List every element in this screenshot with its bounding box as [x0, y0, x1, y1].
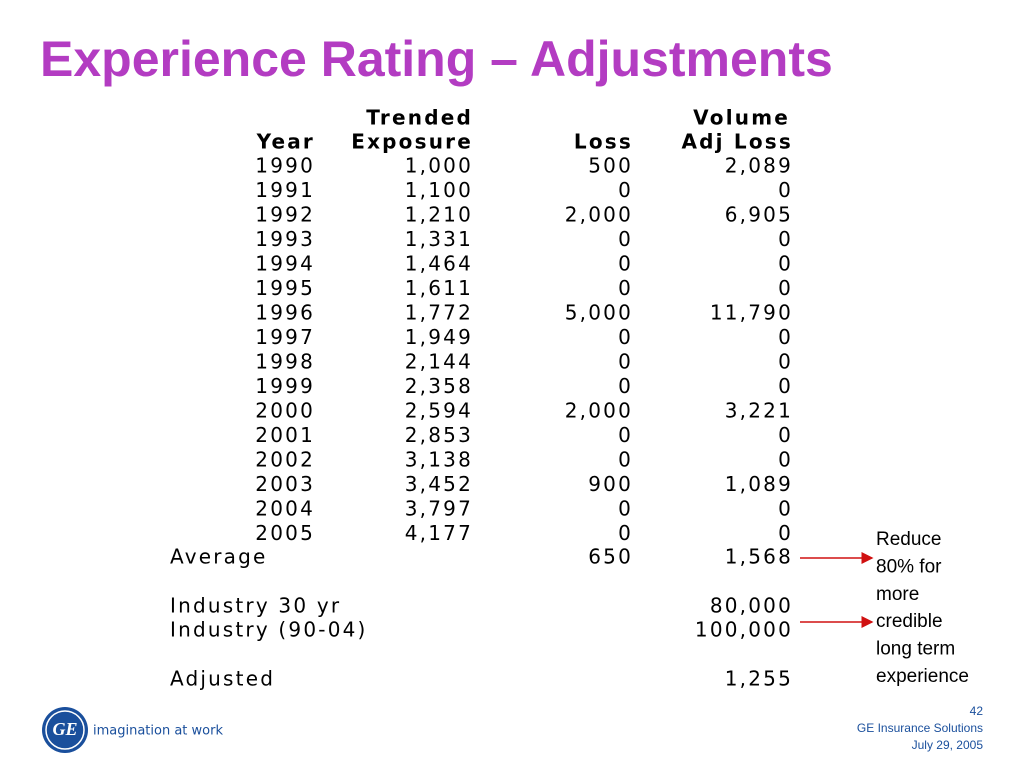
header-cell: Exposure	[351, 130, 473, 154]
table-cell: 0	[778, 252, 793, 276]
note-line: experience	[876, 666, 969, 687]
table-cell: 1996	[255, 301, 315, 325]
summary-cell: 80,000	[710, 594, 793, 618]
table-cell: 0	[618, 423, 633, 447]
header-cell: Loss	[574, 130, 633, 154]
logo-tagline: imagination at work	[93, 724, 223, 739]
header-cell: Year	[256, 130, 315, 154]
table-cell: 1,464	[405, 252, 473, 276]
table-cell: 1994	[255, 252, 315, 276]
table-cell: 2004	[255, 497, 315, 521]
table-cell: 0	[778, 497, 793, 521]
note-line: 80% for	[876, 556, 942, 577]
summary-label: Industry (90-04)	[170, 618, 368, 642]
table-cell: 2,089	[725, 154, 793, 178]
table-cell: 0	[618, 448, 633, 472]
note-line: long term	[876, 639, 955, 660]
table-cell: 3,797	[405, 497, 473, 521]
note: Reduce 80% for more credible long term experi…	[876, 529, 969, 687]
table-cell: 0	[618, 521, 633, 545]
table-cell: 2002	[255, 448, 315, 472]
table-cell: 1991	[255, 178, 315, 202]
table-cell: 2,594	[405, 399, 473, 423]
table-cell: 6,905	[725, 203, 793, 227]
logo-mark: GE	[52, 719, 77, 739]
note-line: Reduce	[876, 529, 942, 550]
table-cell: 1995	[255, 276, 315, 300]
table-cell: 3,221	[725, 399, 793, 423]
table: Trended Volume Year Exposure Loss Adj Loss 199…	[170, 106, 793, 691]
table-cell: 0	[778, 374, 793, 398]
table-cell: 2,000	[565, 203, 633, 227]
table-cell: 2001	[255, 423, 315, 447]
table-cell: 1990	[255, 154, 315, 178]
table-cell: 11,790	[710, 301, 793, 325]
table-cell: 0	[618, 178, 633, 202]
table-cell: 1992	[255, 203, 315, 227]
page-number: 42	[970, 704, 984, 718]
header-cell: Volume	[693, 106, 790, 130]
table-cell: 1998	[255, 350, 315, 374]
logo-ring	[45, 710, 85, 750]
table-cell: 2005	[255, 521, 315, 545]
table-cell: 3,452	[405, 472, 473, 496]
table-cell: 500	[588, 154, 633, 178]
table-cell: 0	[778, 178, 793, 202]
table-cell: 1,210	[405, 203, 473, 227]
table-cell: 1999	[255, 374, 315, 398]
table-cell: 0	[618, 252, 633, 276]
table-cell: 1,772	[405, 301, 473, 325]
summary-label: Industry 30 yr	[170, 594, 341, 618]
table-cell: 1,611	[405, 276, 473, 300]
summary-cell: 650	[588, 545, 633, 569]
table-cell: 2003	[255, 472, 315, 496]
table-cell: 0	[618, 276, 633, 300]
table-cell: 0	[618, 374, 633, 398]
table-cell: 2,000	[565, 399, 633, 423]
table-cell: 2,853	[405, 423, 473, 447]
table-cell: 900	[588, 472, 633, 496]
table-cell: 0	[778, 227, 793, 251]
table-cell: 1993	[255, 227, 315, 251]
company: GE Insurance Solutions	[857, 721, 983, 735]
note-line: credible	[876, 611, 943, 632]
table-cell: 1,000	[405, 154, 473, 178]
summary-label: Adjusted	[170, 667, 275, 691]
logo-circle	[42, 707, 88, 753]
summary-cell: 1,255	[725, 667, 793, 691]
date: July 29, 2005	[912, 738, 984, 752]
table-cell: 1,331	[405, 227, 473, 251]
logo: GE imagination at work	[42, 707, 223, 753]
table-cell: 5,000	[565, 301, 633, 325]
table-cell: 1997	[255, 325, 315, 349]
table-cell: 0	[778, 423, 793, 447]
header-cell: Trended	[366, 106, 473, 130]
table-cell: 1,949	[405, 325, 473, 349]
table-cell: 0	[778, 448, 793, 472]
summary-label: Average	[170, 545, 268, 569]
table-cell: 3,138	[405, 448, 473, 472]
table-cell: 2000	[255, 399, 315, 423]
table-cell: 0	[618, 227, 633, 251]
summary-cell: 1,568	[725, 545, 793, 569]
table-cell: 4,177	[405, 521, 473, 545]
table-cell: 2,358	[405, 374, 473, 398]
note-line: more	[876, 584, 919, 605]
table-cell: 0	[778, 276, 793, 300]
table-cell: 0	[618, 350, 633, 374]
slide-title: Experience Rating – Adjustments	[40, 31, 833, 87]
summary-cell: 100,000	[695, 618, 793, 642]
table-cell: 0	[778, 521, 793, 545]
table-cell: 0	[778, 350, 793, 374]
table-cell: 0	[778, 325, 793, 349]
header-cell: Adj Loss	[681, 130, 793, 154]
table-cell: 1,100	[405, 178, 473, 202]
table-cell: 0	[618, 497, 633, 521]
table-cell: 1,089	[725, 472, 793, 496]
table-cell: 0	[618, 325, 633, 349]
table-cell: 2,144	[405, 350, 473, 374]
